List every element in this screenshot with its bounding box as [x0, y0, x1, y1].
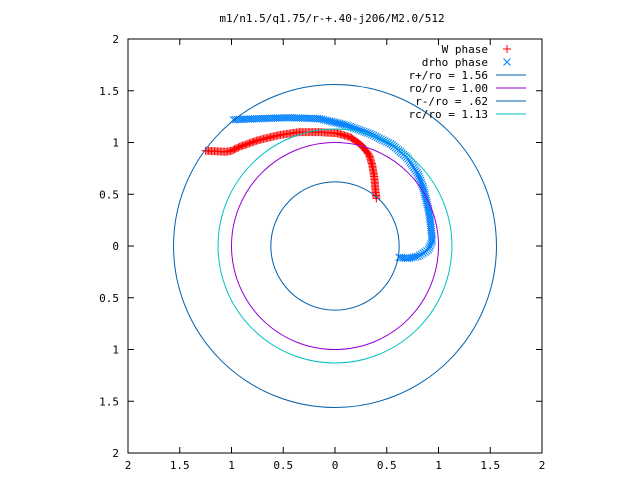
x-tick-label: 1 — [435, 459, 442, 472]
cross-point — [416, 176, 425, 185]
legend-marker-sample — [503, 58, 511, 66]
y-tick-label: 0.5 — [99, 188, 119, 201]
plus-point — [201, 146, 210, 155]
legend-label: r-/ro = .62 — [415, 95, 488, 108]
cross-point — [426, 241, 434, 250]
chart-title: m1/n1.5/q1.75/r-+.40-j206/M2.0/512 — [219, 12, 444, 25]
cross-point — [417, 250, 426, 259]
legend-label: rc/ro = 1.13 — [409, 108, 488, 121]
y-tick-label: 0 — [112, 240, 119, 253]
cross-point — [413, 252, 422, 261]
y-tick-label: 1.5 — [99, 395, 119, 408]
y-tick-label: 1 — [112, 344, 119, 357]
circle-mark — [231, 142, 439, 350]
circle-mark — [270, 181, 400, 311]
cross-point — [415, 174, 424, 183]
series-circle-4 — [270, 181, 400, 311]
series-points-0 — [201, 128, 381, 203]
x-tick-label: 2 — [125, 459, 132, 472]
series-points-1 — [229, 113, 437, 263]
y-tick-label: 0.5 — [99, 292, 119, 305]
legend-label: r+/ro = 1.56 — [409, 69, 488, 82]
series-circle-3 — [231, 142, 439, 350]
y-tick-label: 1 — [112, 137, 119, 150]
series-circle-5 — [217, 128, 453, 364]
y-tick-label: 1.5 — [99, 85, 119, 98]
series-circle-2 — [173, 84, 497, 408]
y-tick-label: 2 — [112, 33, 119, 46]
axis-ticks: 2 1.5 1 0.5 0 0.5 1 1.5 221.510.500.511.52 — [99, 33, 545, 472]
x-tick-label: 1.5 — [480, 459, 500, 472]
x-tick-label: 1 — [228, 459, 235, 472]
cross-point — [418, 182, 427, 191]
cross-point — [415, 251, 424, 260]
y-tick-label: 2 — [112, 447, 119, 460]
x-tick-label: 0.5 — [273, 459, 293, 472]
plot-curves — [173, 84, 497, 408]
cross-point — [377, 135, 385, 144]
cross-point — [424, 245, 433, 254]
legend-label: drho phase — [422, 56, 488, 69]
legend-marker-sample — [503, 45, 511, 53]
x-tick-label: 2 — [539, 459, 546, 472]
legend-label: ro/ro = 1.00 — [409, 82, 488, 95]
legend-label: W phase — [442, 43, 488, 56]
cross-point — [415, 172, 423, 181]
cross-point — [414, 170, 423, 179]
cross-point — [379, 136, 387, 144]
x-tick-label: 1.5 — [170, 459, 190, 472]
circle-mark — [217, 128, 453, 364]
x-tick-label: 0.5 — [377, 459, 397, 472]
circle-mark — [173, 84, 497, 408]
x-tick-label: 0 — [332, 459, 339, 472]
cross-point — [425, 243, 434, 252]
